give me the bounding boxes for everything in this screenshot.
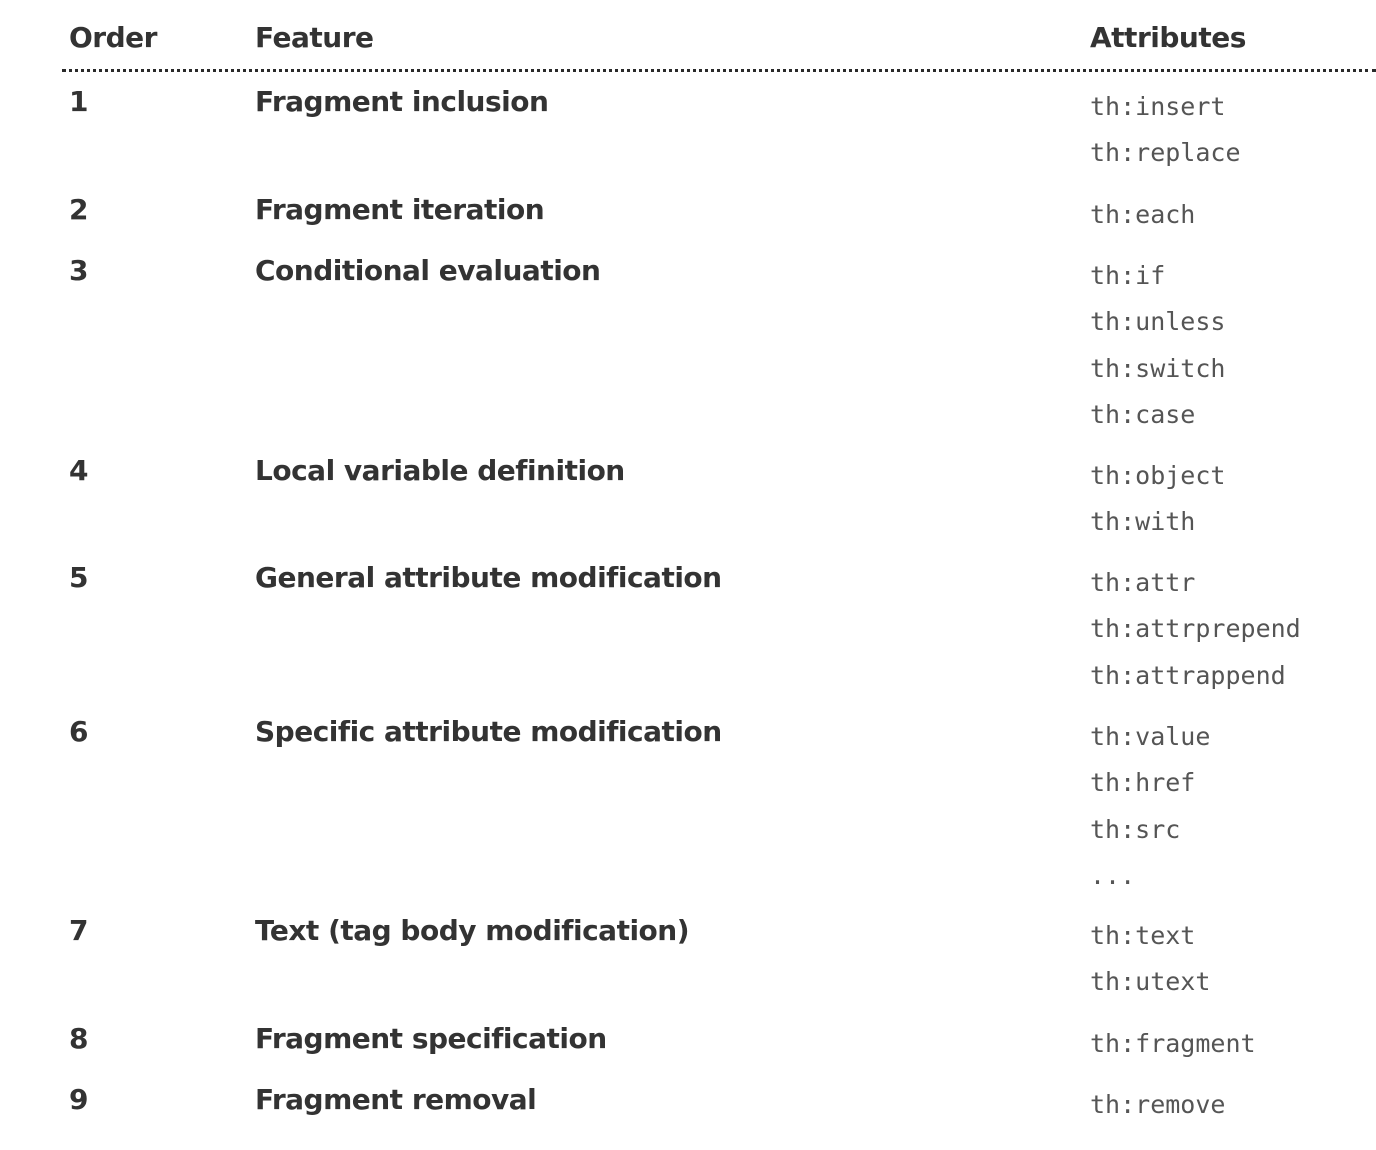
row-order: 2	[69, 193, 88, 226]
header-feature: Feature	[255, 21, 374, 54]
attribute-code: th:case	[1090, 399, 1196, 429]
row-order: 9	[69, 1083, 88, 1116]
row-order: 4	[69, 454, 88, 487]
header-attributes: Attributes	[1090, 21, 1246, 54]
attribute-code: th:src	[1090, 814, 1181, 844]
row-feature: Text (tag body modification)	[255, 914, 690, 947]
row-feature: Conditional evaluation	[255, 254, 601, 287]
row-attributes: th:if th:unless th:switch th:case	[1090, 253, 1225, 438]
attribute-code: th:with	[1090, 507, 1196, 537]
attribute-code: th:unless	[1090, 307, 1226, 337]
row-attributes: th:remove	[1090, 1082, 1225, 1128]
table-header: Order Feature Attributes	[62, 0, 1376, 72]
attribute-code: th:attrprepend	[1090, 614, 1301, 644]
attribute-code: th:if	[1090, 261, 1166, 290]
row-feature: Fragment removal	[255, 1083, 537, 1116]
row-feature: Fragment inclusion	[255, 85, 549, 118]
row-attributes: th:value th:href th:src ...	[1090, 714, 1210, 899]
row-order: 7	[69, 914, 88, 947]
attribute-precedence-table: Order Feature Attributes 1 Fragment incl…	[62, 0, 1376, 1119]
header-order: Order	[69, 21, 157, 54]
row-feature: Specific attribute modification	[255, 715, 722, 748]
attribute-code: th:utext	[1090, 967, 1211, 997]
row-feature: Local variable definition	[255, 454, 625, 487]
attribute-code: th:text	[1090, 921, 1196, 950]
attribute-code: th:object	[1090, 461, 1226, 490]
row-order: 3	[69, 254, 88, 287]
attribute-code: th:attrappend	[1090, 660, 1286, 690]
attribute-code: th:fragment	[1090, 1029, 1256, 1058]
attribute-code: th:remove	[1090, 1090, 1226, 1119]
attribute-code: th:insert	[1090, 92, 1226, 121]
row-attributes: th:text th:utext	[1090, 913, 1210, 1006]
row-feature: Fragment iteration	[255, 193, 545, 226]
row-attributes: th:attr th:attrprepend th:attrappend	[1090, 560, 1301, 699]
row-order: 1	[69, 85, 88, 118]
attribute-code: th:value	[1090, 722, 1211, 751]
row-order: 6	[69, 715, 88, 748]
row-attributes: th:each	[1090, 192, 1195, 238]
row-order: 8	[69, 1022, 88, 1055]
row-attributes: th:fragment	[1090, 1021, 1256, 1067]
attribute-code: th:switch	[1090, 353, 1226, 383]
row-attributes: th:object th:with	[1090, 453, 1225, 546]
row-order: 5	[69, 561, 88, 594]
attribute-code: th:href	[1090, 768, 1196, 798]
attribute-code: th:each	[1090, 200, 1196, 229]
row-attributes: th:insert th:replace	[1090, 84, 1241, 177]
row-feature: General attribute modification	[255, 561, 722, 594]
row-feature: Fragment specification	[255, 1022, 607, 1055]
attribute-code: ...	[1090, 860, 1136, 890]
attribute-code: th:replace	[1090, 138, 1241, 168]
attribute-code: th:attr	[1090, 568, 1196, 597]
